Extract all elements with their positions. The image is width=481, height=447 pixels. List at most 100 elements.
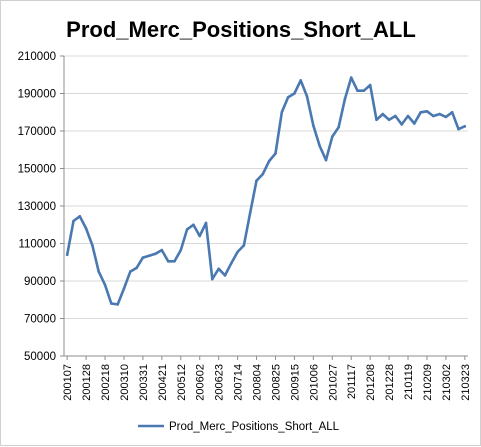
data-point bbox=[179, 248, 183, 252]
y-tick-label: 170000 bbox=[18, 126, 56, 138]
gridlines bbox=[64, 55, 468, 357]
data-point bbox=[103, 283, 107, 287]
x-tick-label: 210323 bbox=[460, 364, 472, 401]
data-point bbox=[192, 223, 195, 227]
data-point bbox=[129, 270, 132, 273]
data-point bbox=[84, 227, 88, 230]
x-tick-label: 200602 bbox=[195, 364, 207, 401]
x-tick-label: 200512 bbox=[176, 364, 188, 401]
x-tick-label: 200128 bbox=[81, 364, 93, 401]
data-point bbox=[97, 270, 100, 273]
series-layer bbox=[65, 76, 467, 306]
data-point bbox=[406, 114, 410, 118]
x-tick-label: 201027 bbox=[327, 364, 339, 401]
data-point bbox=[457, 127, 460, 131]
data-point bbox=[91, 244, 94, 247]
x-tick-label: 200421 bbox=[157, 364, 169, 401]
data-point bbox=[318, 144, 322, 148]
data-point bbox=[185, 228, 189, 231]
data-point bbox=[299, 79, 303, 82]
data-point bbox=[450, 111, 454, 114]
data-point bbox=[110, 302, 113, 305]
x-tick-label: 200623 bbox=[214, 364, 226, 401]
data-point bbox=[223, 274, 227, 277]
x-tick-label: 200915 bbox=[289, 364, 301, 401]
data-point bbox=[413, 122, 416, 125]
data-point bbox=[381, 112, 385, 116]
data-point bbox=[154, 252, 157, 256]
y-tick-label: 210000 bbox=[18, 51, 56, 63]
data-point bbox=[141, 256, 145, 259]
x-tick-label: 200825 bbox=[270, 364, 282, 401]
data-point bbox=[116, 303, 119, 306]
data-point bbox=[324, 158, 328, 162]
data-point bbox=[331, 135, 334, 138]
data-point bbox=[217, 267, 220, 271]
data-point bbox=[293, 92, 296, 95]
x-tick-label: 210209 bbox=[422, 364, 434, 401]
chart-title: Prod_Merc_Positions_Short_ALL bbox=[66, 17, 416, 42]
x-tick-label: 201228 bbox=[384, 364, 396, 401]
x-tick-label: 200107 bbox=[62, 364, 74, 401]
legend: Prod_Merc_Positions_Short_ALL bbox=[138, 421, 340, 433]
data-point bbox=[211, 277, 214, 281]
data-point bbox=[173, 260, 176, 263]
data-point bbox=[261, 172, 265, 176]
x-tick-label: 200218 bbox=[100, 364, 112, 401]
y-tick-label: 150000 bbox=[18, 164, 56, 176]
data-point bbox=[425, 110, 429, 113]
x-tick-label: 201117 bbox=[346, 364, 358, 399]
y-tick-label: 110000 bbox=[18, 239, 56, 251]
data-point bbox=[267, 159, 271, 163]
x-tick-label: 201006 bbox=[308, 364, 320, 401]
x-axis-ticks: 200107 200128 200218 200310 200331 200421 2005… bbox=[62, 356, 472, 401]
data-point bbox=[375, 118, 378, 122]
data-point bbox=[236, 250, 239, 254]
data-point bbox=[400, 123, 404, 126]
data-point bbox=[444, 115, 448, 119]
data-point bbox=[135, 266, 138, 270]
data-point bbox=[78, 215, 82, 218]
x-tick-label: 210119 bbox=[403, 364, 415, 400]
y-tick-label: 70000 bbox=[24, 314, 56, 326]
data-point bbox=[274, 152, 277, 155]
data-point bbox=[160, 248, 164, 252]
data-point bbox=[305, 95, 309, 98]
data-point bbox=[343, 97, 347, 101]
x-tick-label: 200714 bbox=[233, 364, 245, 401]
data-point bbox=[65, 253, 69, 257]
data-point bbox=[356, 89, 359, 92]
data-point bbox=[280, 111, 284, 114]
x-tick-label: 200804 bbox=[252, 364, 264, 401]
y-tick-label: 90000 bbox=[24, 276, 56, 288]
x-tick-label: 201208 bbox=[365, 364, 377, 401]
x-tick-label: 200331 bbox=[138, 364, 150, 401]
data-point bbox=[463, 125, 467, 128]
x-tick-label: 200310 bbox=[119, 364, 131, 401]
data-point bbox=[72, 219, 75, 223]
data-point bbox=[312, 124, 315, 127]
data-point bbox=[368, 83, 372, 87]
y-tick-label: 50000 bbox=[24, 351, 56, 363]
data-point bbox=[122, 287, 126, 290]
data-point bbox=[387, 118, 391, 122]
y-tick-label: 130000 bbox=[18, 201, 56, 213]
data-point bbox=[349, 76, 353, 79]
y-axis-ticks: 50000 70000 90000 110000 130000 150000 170000 1… bbox=[18, 51, 64, 363]
data-point bbox=[394, 114, 397, 118]
data-point bbox=[230, 261, 233, 265]
legend-label: Prod_Merc_Positions_Short_ALL bbox=[169, 421, 340, 433]
data-point bbox=[362, 89, 366, 92]
series-line bbox=[65, 76, 467, 306]
data-point bbox=[432, 114, 435, 118]
data-point bbox=[204, 221, 208, 225]
data-point bbox=[248, 211, 252, 214]
data-point bbox=[337, 126, 340, 129]
data-point bbox=[286, 96, 290, 99]
data-point bbox=[147, 254, 151, 257]
x-tick-label: 210302 bbox=[441, 364, 453, 401]
data-point bbox=[419, 111, 423, 114]
data-point bbox=[255, 179, 258, 182]
